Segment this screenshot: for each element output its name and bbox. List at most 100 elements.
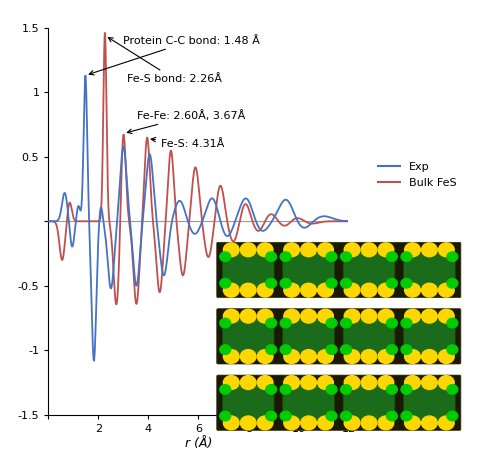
Circle shape bbox=[401, 252, 412, 261]
Circle shape bbox=[241, 416, 256, 430]
X-axis label: r (Å): r (Å) bbox=[185, 437, 212, 450]
Circle shape bbox=[241, 349, 256, 363]
Circle shape bbox=[405, 376, 420, 390]
Circle shape bbox=[266, 345, 276, 355]
Circle shape bbox=[439, 309, 454, 323]
Circle shape bbox=[344, 349, 360, 363]
Circle shape bbox=[241, 243, 256, 257]
FancyBboxPatch shape bbox=[222, 253, 274, 287]
Circle shape bbox=[401, 411, 412, 421]
Circle shape bbox=[224, 349, 239, 363]
Text: Fe-S bond: 2.26Å: Fe-S bond: 2.26Å bbox=[108, 37, 222, 84]
FancyBboxPatch shape bbox=[283, 385, 334, 420]
Circle shape bbox=[447, 384, 458, 394]
Circle shape bbox=[284, 283, 300, 297]
Circle shape bbox=[422, 376, 437, 390]
Circle shape bbox=[405, 283, 420, 297]
Circle shape bbox=[224, 376, 239, 390]
Circle shape bbox=[387, 411, 397, 421]
FancyBboxPatch shape bbox=[217, 375, 461, 431]
Circle shape bbox=[280, 345, 291, 355]
Circle shape bbox=[284, 416, 300, 430]
Circle shape bbox=[387, 384, 397, 394]
FancyBboxPatch shape bbox=[404, 253, 455, 287]
Circle shape bbox=[220, 345, 231, 355]
Circle shape bbox=[378, 349, 394, 363]
Circle shape bbox=[220, 411, 231, 421]
Circle shape bbox=[401, 384, 412, 394]
Circle shape bbox=[378, 416, 394, 430]
Circle shape bbox=[344, 376, 360, 390]
Circle shape bbox=[220, 252, 231, 261]
Circle shape bbox=[422, 283, 437, 297]
Circle shape bbox=[224, 309, 239, 323]
FancyBboxPatch shape bbox=[283, 253, 334, 287]
Circle shape bbox=[326, 384, 337, 394]
Circle shape bbox=[439, 283, 454, 297]
Circle shape bbox=[361, 376, 377, 390]
Circle shape bbox=[257, 349, 273, 363]
Circle shape bbox=[241, 376, 256, 390]
Circle shape bbox=[439, 416, 454, 430]
Circle shape bbox=[447, 411, 458, 421]
Circle shape bbox=[326, 411, 337, 421]
Circle shape bbox=[266, 411, 276, 421]
Circle shape bbox=[401, 278, 412, 288]
Circle shape bbox=[378, 376, 394, 390]
Circle shape bbox=[341, 278, 351, 288]
Circle shape bbox=[447, 278, 458, 288]
Legend: Exp, Bulk FeS: Exp, Bulk FeS bbox=[378, 162, 457, 188]
Circle shape bbox=[447, 345, 458, 355]
Circle shape bbox=[284, 309, 300, 323]
Circle shape bbox=[344, 416, 360, 430]
Circle shape bbox=[361, 309, 377, 323]
Circle shape bbox=[284, 376, 300, 390]
Circle shape bbox=[422, 243, 437, 257]
Text: Protein C-C bond: 1.48 Å: Protein C-C bond: 1.48 Å bbox=[89, 35, 260, 75]
Circle shape bbox=[405, 349, 420, 363]
FancyBboxPatch shape bbox=[343, 319, 395, 354]
Circle shape bbox=[387, 345, 397, 355]
FancyBboxPatch shape bbox=[343, 253, 395, 287]
Circle shape bbox=[361, 349, 377, 363]
Circle shape bbox=[241, 283, 256, 297]
Circle shape bbox=[422, 309, 437, 323]
FancyBboxPatch shape bbox=[404, 385, 455, 420]
Circle shape bbox=[257, 243, 273, 257]
Circle shape bbox=[220, 278, 231, 288]
FancyBboxPatch shape bbox=[343, 385, 395, 420]
FancyBboxPatch shape bbox=[217, 242, 461, 298]
FancyBboxPatch shape bbox=[404, 319, 455, 354]
Circle shape bbox=[284, 243, 300, 257]
Circle shape bbox=[344, 283, 360, 297]
Circle shape bbox=[301, 243, 317, 257]
Circle shape bbox=[301, 376, 317, 390]
FancyBboxPatch shape bbox=[217, 309, 461, 364]
Circle shape bbox=[326, 278, 337, 288]
Circle shape bbox=[344, 243, 360, 257]
Circle shape bbox=[280, 278, 291, 288]
Text: Fe-S: 4.31Å: Fe-S: 4.31Å bbox=[151, 137, 224, 149]
Circle shape bbox=[318, 376, 333, 390]
FancyBboxPatch shape bbox=[222, 319, 274, 354]
Circle shape bbox=[401, 345, 412, 355]
Circle shape bbox=[326, 252, 337, 261]
Circle shape bbox=[378, 283, 394, 297]
Circle shape bbox=[439, 243, 454, 257]
Circle shape bbox=[387, 278, 397, 288]
Circle shape bbox=[318, 349, 333, 363]
Circle shape bbox=[318, 243, 333, 257]
Circle shape bbox=[241, 309, 256, 323]
Circle shape bbox=[280, 318, 291, 328]
Circle shape bbox=[344, 309, 360, 323]
Circle shape bbox=[387, 318, 397, 328]
Circle shape bbox=[266, 318, 276, 328]
Circle shape bbox=[224, 416, 239, 430]
Circle shape bbox=[266, 252, 276, 261]
Circle shape bbox=[405, 309, 420, 323]
Circle shape bbox=[220, 384, 231, 394]
Circle shape bbox=[318, 283, 333, 297]
Circle shape bbox=[387, 252, 397, 261]
Circle shape bbox=[378, 243, 394, 257]
Circle shape bbox=[341, 318, 351, 328]
